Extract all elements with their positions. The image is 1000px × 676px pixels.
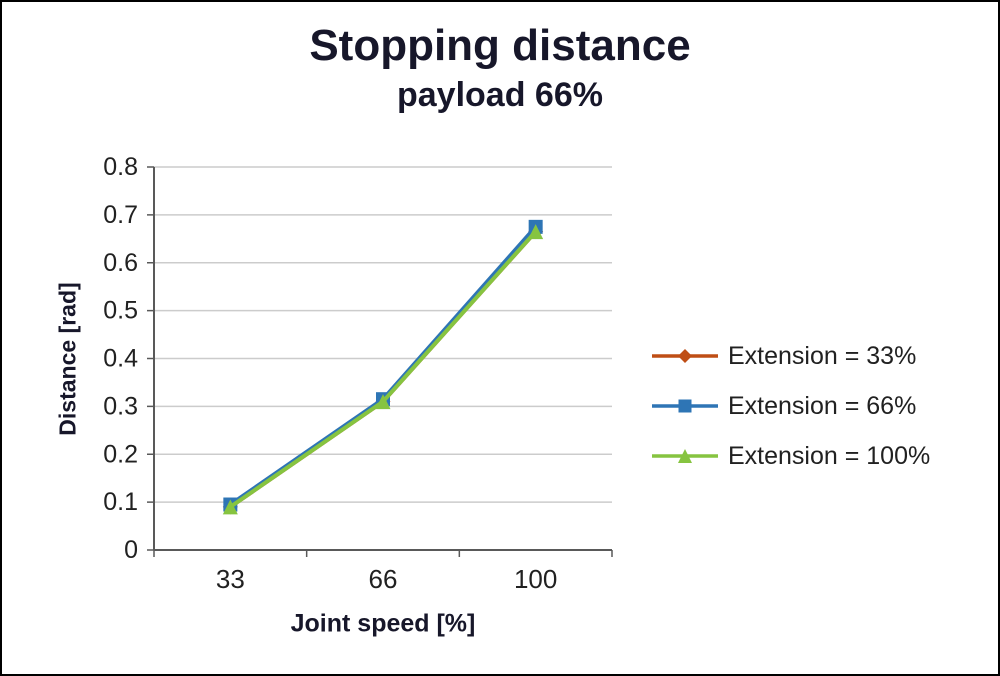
marker-square xyxy=(678,399,692,413)
chart-subtitle: payload 66% xyxy=(397,76,603,115)
y-tick-label: 0.7 xyxy=(103,201,138,229)
marker-triangle xyxy=(528,224,544,240)
series-line-extension-66 xyxy=(228,224,538,507)
legend-marker-triangle xyxy=(652,449,718,463)
y-tick-label: 0.5 xyxy=(103,297,138,325)
x-axis-title: Joint speed [%] xyxy=(290,609,476,638)
marker-triangle xyxy=(375,394,391,410)
legend-label: Extension = 33% xyxy=(728,341,917,370)
y-tick-label: 0.6 xyxy=(103,249,138,277)
legend-marker-square xyxy=(652,399,718,413)
y-tick-label: 0.3 xyxy=(103,392,138,420)
y-axis-title: Distance [rad] xyxy=(54,282,81,436)
series-line-extension-100 xyxy=(228,229,538,509)
legend-label: Extension = 66% xyxy=(728,391,917,420)
x-tick-label: 33 xyxy=(216,564,245,594)
legend-item: Extension = 100% xyxy=(650,442,930,470)
marker-diamond xyxy=(678,349,692,363)
legend-label: Extension = 100% xyxy=(728,441,931,470)
chart-title: Stopping distance xyxy=(309,21,691,70)
marker-triangle xyxy=(222,499,238,515)
legend: Extension = 33% Extension = 66% Extensio… xyxy=(650,342,930,492)
x-tick-label: 100 xyxy=(514,564,557,594)
y-tick-label: 0.2 xyxy=(103,440,138,468)
y-tick-label: 0.1 xyxy=(103,488,138,516)
marker-triangle xyxy=(678,449,692,463)
series-line-extension-33 xyxy=(228,229,538,509)
legend-item: Extension = 33% xyxy=(650,342,930,370)
y-tick-label: 0.8 xyxy=(103,153,138,181)
x-tick-label: 66 xyxy=(369,564,398,594)
legend-marker-diamond xyxy=(652,349,718,363)
legend-item: Extension = 66% xyxy=(650,392,930,420)
y-tick-label: 0.4 xyxy=(103,345,138,373)
y-tick-label: 0 xyxy=(124,536,138,564)
